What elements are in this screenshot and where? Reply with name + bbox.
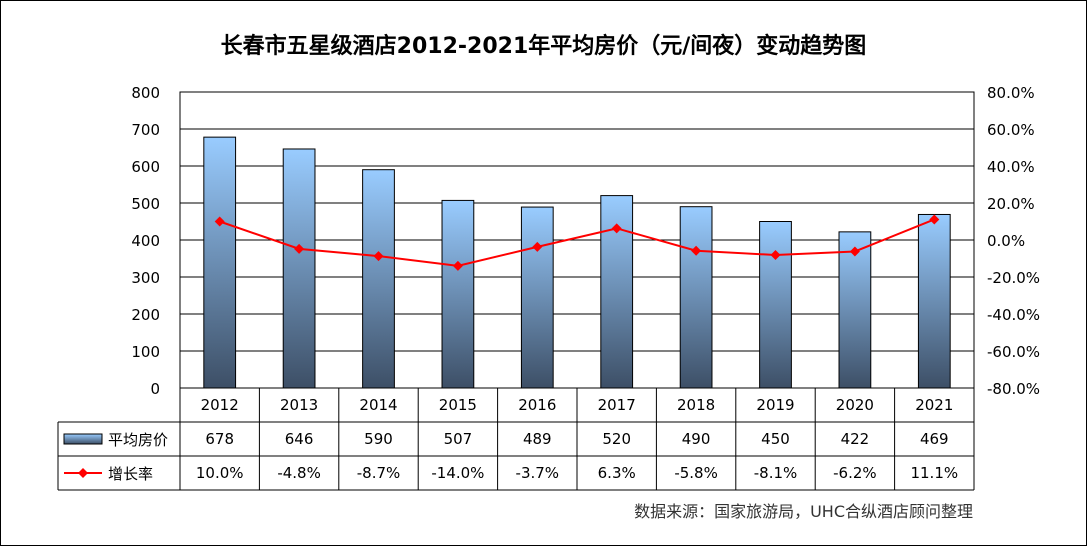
x-category-label: 2012: [201, 396, 239, 414]
left-tick-label: 700: [131, 121, 160, 139]
bar-data-label: 490: [682, 430, 711, 448]
chart-title: 长春市五星级酒店2012-2021年平均房价（元/间夜）变动趋势图: [220, 34, 867, 59]
axes: 0 100 200 300 400 500 600 700 800 -80.0% -60.0% -40…: [131, 84, 1040, 398]
bar: [362, 169, 395, 389]
left-tick-label: 500: [131, 195, 160, 213]
growth-marker: [373, 251, 384, 262]
bar-data-label: 590: [364, 430, 393, 448]
x-category-label: 2015: [439, 396, 477, 414]
right-tick-label: -40.0%: [987, 306, 1040, 324]
growth-marker: [532, 241, 543, 252]
x-category-label: 2013: [280, 396, 318, 414]
left-tick-label: 0: [150, 380, 160, 398]
growth-marker: [929, 214, 940, 225]
bar: [679, 206, 713, 389]
growth-data-label: -14.0%: [431, 464, 484, 482]
growth-data-label: -5.8%: [674, 464, 718, 482]
x-category-label: 2021: [915, 396, 953, 414]
left-tick-label: 100: [131, 343, 160, 361]
right-tick-label: 60.0%: [987, 121, 1035, 139]
growth-line: [214, 214, 940, 271]
left-tick-label: 200: [131, 306, 160, 324]
bar-data-label: 489: [523, 430, 552, 448]
growth-data-label: -8.7%: [357, 464, 401, 482]
bar-data-label: 520: [602, 430, 631, 448]
growth-line-path: [219, 218, 935, 267]
growth-data-label: 11.1%: [910, 464, 958, 482]
x-category-label: 2016: [518, 396, 556, 414]
growth-marker: [611, 223, 622, 234]
left-tick-label: 600: [131, 158, 160, 176]
bar: [441, 199, 475, 389]
bar-data-label: 450: [761, 430, 790, 448]
bar-data-label: 507: [444, 430, 473, 448]
bar: [759, 221, 792, 389]
right-tick-label: -20.0%: [987, 269, 1040, 287]
growth-marker: [452, 260, 463, 271]
bar-data-label: 469: [920, 430, 949, 448]
left-tick-label: 300: [131, 269, 160, 287]
left-tick-label: 800: [131, 84, 160, 102]
bar: [282, 148, 316, 389]
bar-data-label: 646: [285, 430, 314, 448]
right-tick-label: -60.0%: [987, 343, 1040, 361]
legend-bar-name: 平均房价: [108, 431, 168, 449]
legend-bar-key: [63, 433, 103, 445]
growth-marker: [214, 216, 225, 227]
x-category-label: 2019: [756, 396, 794, 414]
x-category-label: 2018: [677, 396, 715, 414]
bar: [520, 206, 554, 389]
bar-data-label: 678: [205, 430, 234, 448]
legend-line-name: 增长率: [108, 465, 153, 483]
legend-line-marker: [78, 468, 88, 478]
left-tick-label: 400: [131, 232, 160, 250]
growth-data-label: 10.0%: [196, 464, 244, 482]
bar-data-label: 422: [841, 430, 870, 448]
right-tick-label: 40.0%: [987, 158, 1035, 176]
right-tick-label: -80.0%: [987, 380, 1040, 398]
growth-marker: [294, 243, 305, 254]
growth-data-label: -6.2%: [833, 464, 877, 482]
bar: [917, 213, 951, 389]
x-category-label: 2017: [598, 396, 636, 414]
right-tick-label: 80.0%: [987, 84, 1035, 102]
growth-marker: [770, 249, 781, 260]
growth-data-label: -4.8%: [277, 464, 321, 482]
right-tick-label: 0.0%: [987, 232, 1025, 250]
data-table: 2012 678 10.0% 2013 646 -4.8% 2014 590 -8.7% 2015…: [57, 387, 975, 491]
growth-data-label: -8.1%: [754, 464, 798, 482]
source-note: 数据来源：国家旅游局，UHC合纵酒店顾问整理: [634, 502, 973, 521]
growth-marker: [849, 246, 860, 257]
x-category-label: 2020: [836, 396, 874, 414]
growth-data-label: -3.7%: [516, 464, 560, 482]
growth-data-label: 6.3%: [598, 464, 636, 482]
bar: [203, 136, 237, 389]
bar: [838, 231, 872, 389]
bars: [203, 136, 951, 389]
x-category-label: 2014: [359, 396, 397, 414]
right-tick-label: 20.0%: [987, 195, 1035, 213]
growth-marker: [691, 245, 702, 256]
